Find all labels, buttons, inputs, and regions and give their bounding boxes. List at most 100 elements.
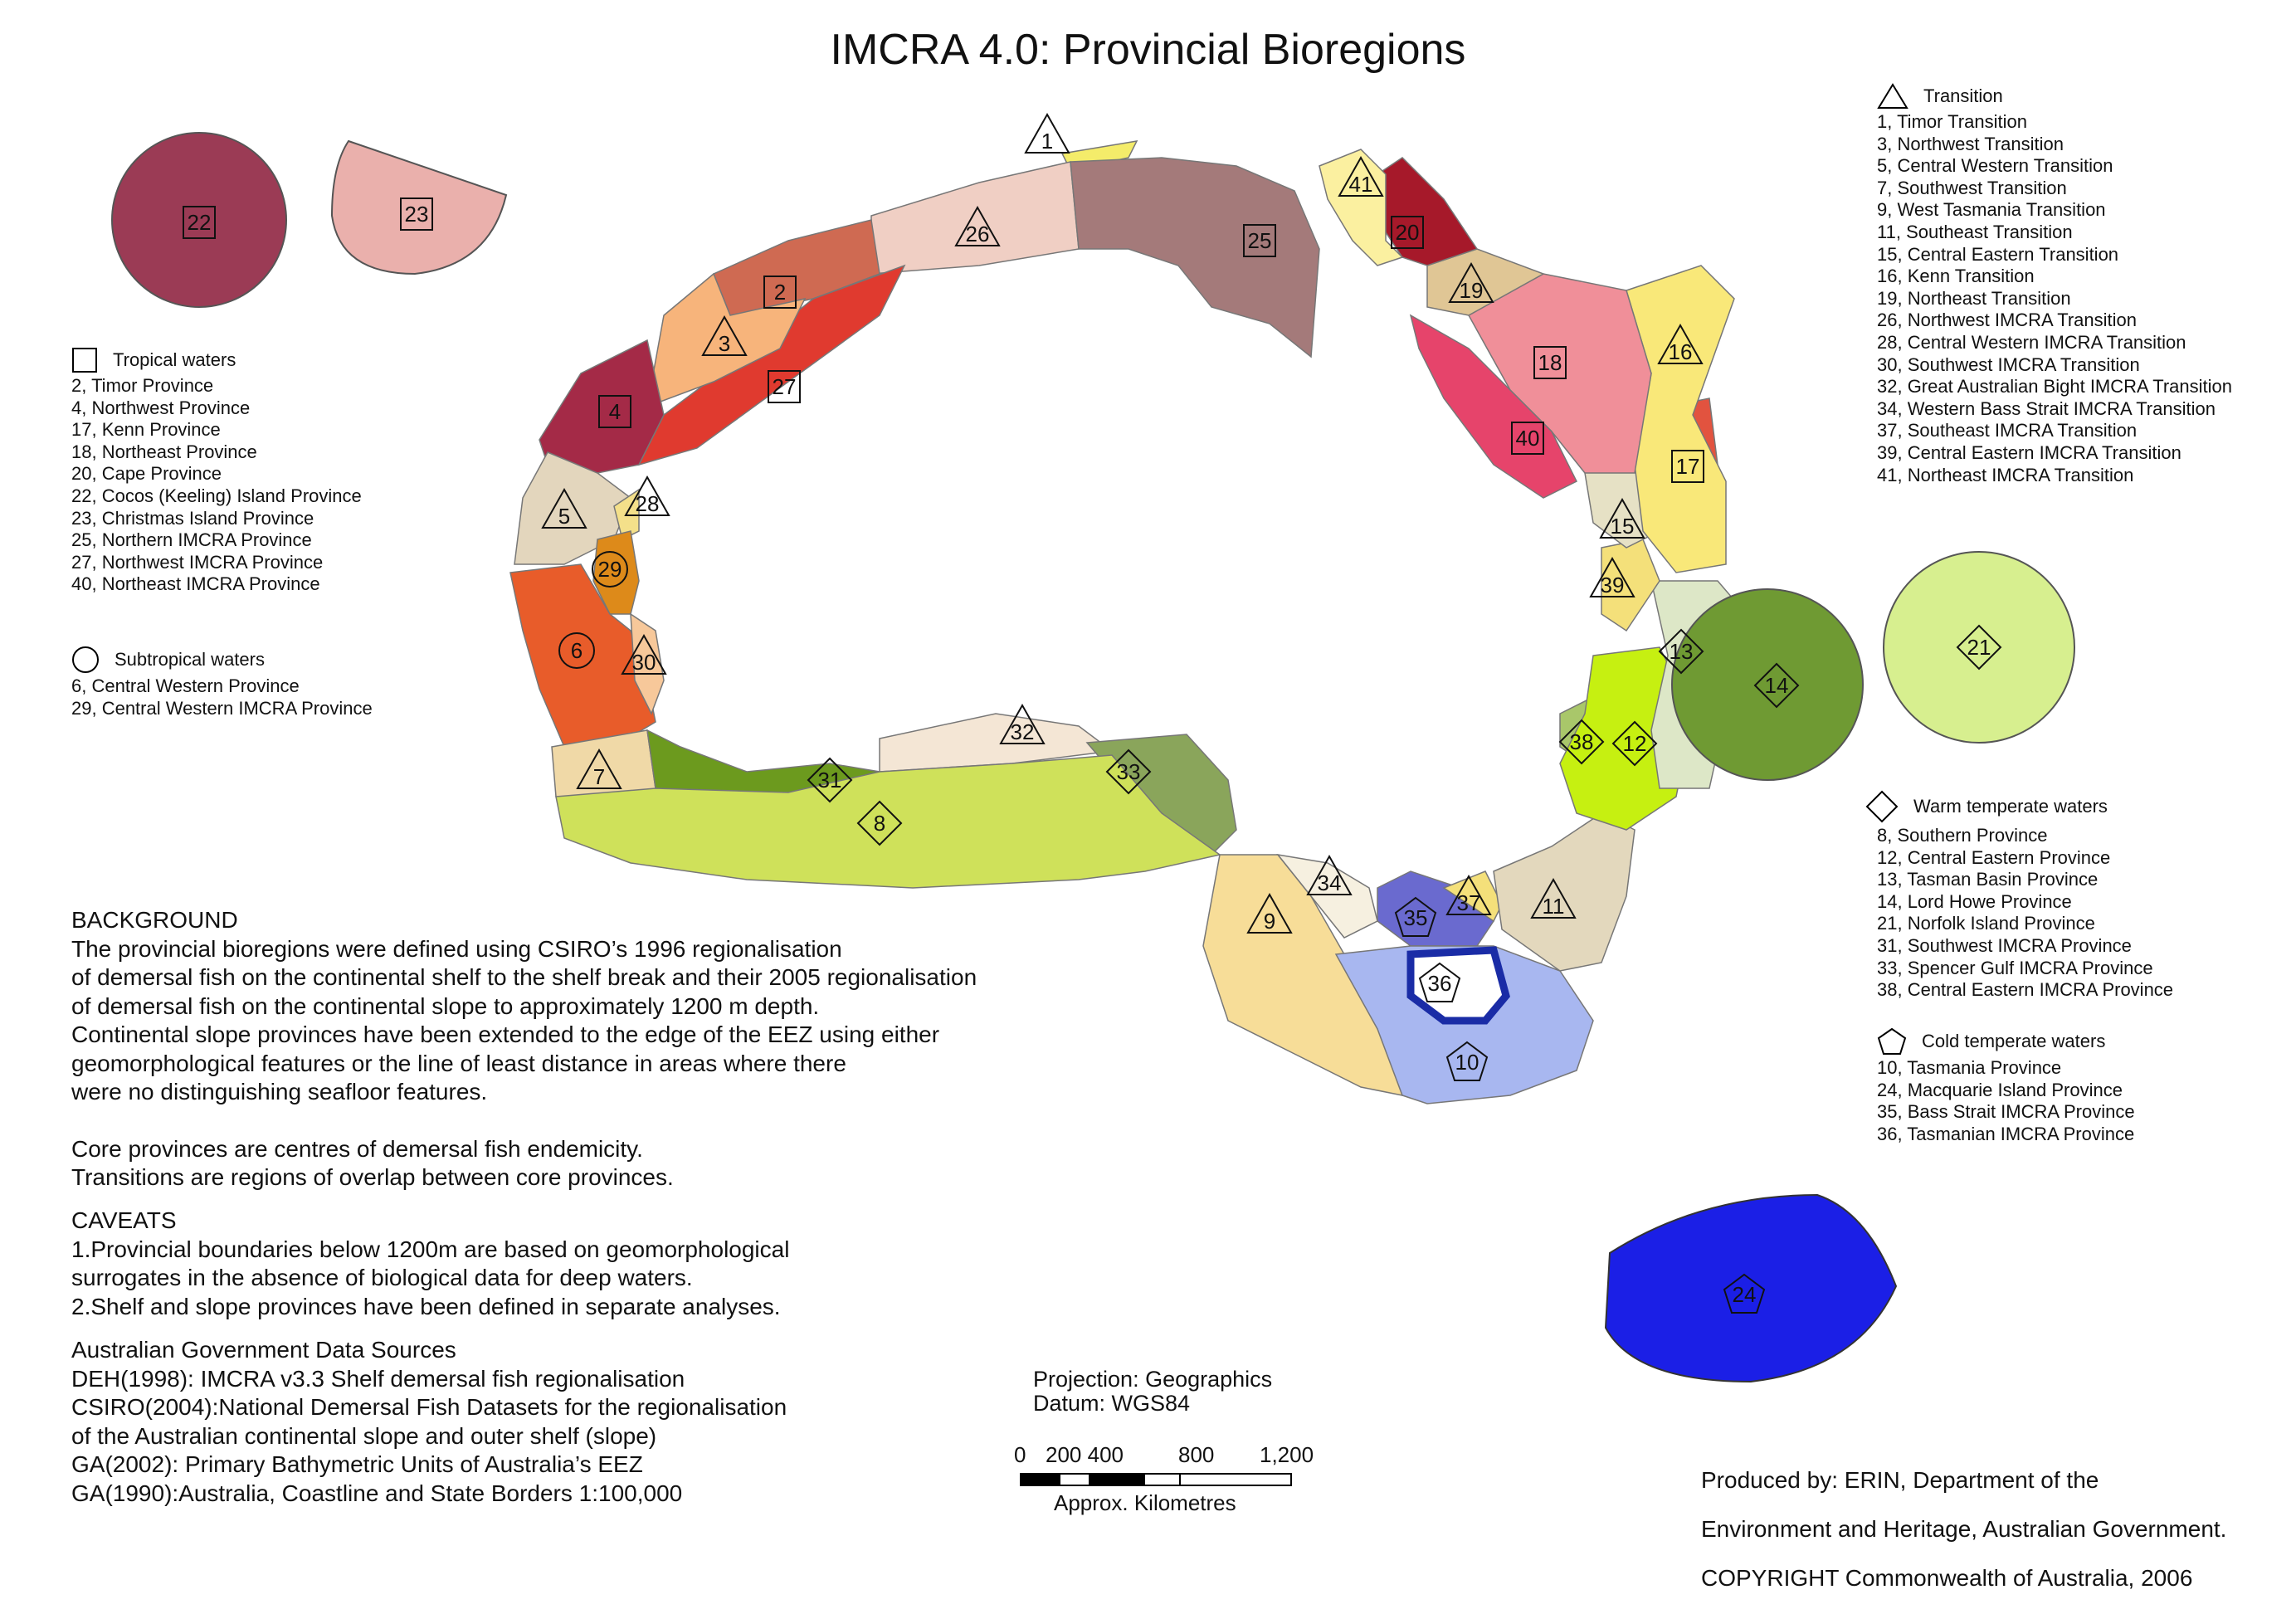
region-marker-27: 27 (768, 370, 801, 403)
region-number-label: 15 (1611, 514, 1635, 539)
region-marker-13: 13 (1658, 628, 1704, 675)
legend-item: 4, Northwest Province (71, 397, 251, 418)
datum-line: Datum: WGS84 (1033, 1391, 1191, 1416)
region-number-label: 17 (1676, 454, 1700, 479)
region-marker-34: 34 (1306, 854, 1353, 895)
region-number-label: 12 (1623, 731, 1647, 756)
region-number-label: 36 (1428, 971, 1452, 996)
region-marker-15: 15 (1599, 497, 1645, 539)
region-22-cocos (111, 132, 287, 308)
region-number-label: 14 (1765, 673, 1789, 698)
region-number-label: 38 (1570, 729, 1594, 754)
region-number-label: 23 (405, 202, 429, 227)
region-number-label: 35 (1404, 905, 1428, 930)
legend-item: 21, Norfolk Island Province (1877, 913, 2095, 934)
legend-item: 10, Tasmania Province (1877, 1057, 2062, 1078)
source-line: of the Australian continental slope and … (71, 1422, 657, 1449)
region-number-label: 22 (188, 210, 212, 235)
legend-item: 1, Timor Transition (1877, 111, 2027, 132)
region-marker-7: 7 (576, 748, 622, 789)
region-marker-25: 25 (1243, 224, 1276, 257)
source-line: GA(2002): Primary Bathymetric Units of A… (71, 1451, 643, 1477)
legend-item: 32, Great Australian Bight IMCRA Transit… (1877, 376, 2232, 397)
region-number-label: 28 (636, 491, 660, 516)
legend-header: Cold temperate waters (1922, 1030, 2106, 1051)
legend-item: 35, Bass Strait IMCRA Province (1877, 1101, 2135, 1123)
background-line: geomorphological features or the line of… (71, 1050, 846, 1076)
region-11-southeast-transition (1493, 812, 1635, 972)
source-line: CSIRO(2004):National Demersal Fish Datas… (71, 1394, 787, 1420)
region-marker-39: 39 (1589, 556, 1635, 597)
legend-list: 8, Southern Province 12, Central Eastern … (1877, 825, 2173, 1002)
pentagon-icon (1877, 1027, 1907, 1055)
source-line: GA(1990):Australia, Coastline and State … (71, 1480, 683, 1506)
background-line: The provincial bioregions were defined u… (71, 935, 842, 962)
region-number-label: 7 (593, 764, 605, 789)
region-number-label: 9 (1264, 909, 1275, 934)
region-marker-5: 5 (541, 487, 587, 529)
region-number-label: 26 (966, 222, 990, 246)
region-number-label: 31 (818, 768, 842, 792)
region-number-label: 30 (632, 650, 656, 675)
scale-tick-800: 800 (1178, 1442, 1215, 1467)
legend-item: 31, Southwest IMCRA Province (1877, 934, 2132, 956)
legend-item: 6, Central Western Province (71, 675, 300, 696)
map-title: IMCRA 4.0: Provincial Bioregions (830, 26, 1466, 74)
projection-line: Projection: Geographics (1033, 1367, 1273, 1392)
legend-item: 34, Western Bass Strait IMCRA Transition (1877, 397, 2216, 419)
region-marker-6: 6 (558, 632, 595, 669)
background-line: were no distinguishing seafloor features… (71, 1079, 488, 1104)
region-marker-11: 11 (1530, 877, 1577, 919)
region-marker-8: 8 (856, 800, 903, 846)
core-line: Transitions are regions of overlap betwe… (71, 1164, 674, 1190)
region-marker-35: 35 (1394, 896, 1437, 937)
region-21-norfolk (1883, 551, 2075, 744)
background-heading: BACKGROUND (71, 907, 238, 933)
region-marker-22: 22 (183, 206, 216, 239)
region-marker-14: 14 (1753, 662, 1800, 709)
legend-item: 38, Central Eastern IMCRA Province (1877, 979, 2174, 1001)
legend-item: 23, Christmas Island Province (71, 507, 314, 529)
region-number-label: 34 (1318, 870, 1342, 895)
region-number-label: 32 (1011, 719, 1035, 744)
caveat-line: 1.Provincial boundaries below 1200m are … (71, 1236, 790, 1262)
region-number-label: 5 (558, 504, 570, 529)
region-marker-29: 29 (592, 551, 628, 588)
legend-item: 40, Northeast IMCRA Province (71, 573, 320, 595)
region-marker-3: 3 (701, 315, 748, 356)
region-marker-36: 36 (1418, 962, 1461, 1002)
legend-item: 9, West Tasmania Transition (1877, 199, 2106, 221)
region-marker-41: 41 (1338, 155, 1384, 197)
legend-tropical: Tropical waters 2, Timor Province 4, Nort… (71, 347, 362, 596)
credit-block: Produced by: ERIN, Department of the Envi… (1701, 1444, 2226, 1614)
legend-item: 2, Timor Province (71, 375, 214, 396)
region-25-northern (1070, 157, 1320, 358)
region-number-label: 10 (1455, 1050, 1479, 1075)
region-10-tasmania (1334, 945, 1594, 1104)
region-marker-21: 21 (1956, 624, 2002, 670)
legend-item: 17, Kenn Province (71, 419, 221, 441)
region-number-label: 4 (609, 399, 621, 424)
region-number-label: 13 (1670, 639, 1694, 664)
legend-item: 27, Northwest IMCRA Province (71, 551, 324, 573)
region-marker-9: 9 (1246, 892, 1293, 934)
region-4-northwest-province (539, 339, 665, 474)
circle-icon (72, 646, 99, 673)
scale-tick-1200: 1,200 (1260, 1442, 1314, 1467)
region-number-label: 2 (774, 280, 786, 305)
region-30-sw-imcra-transition (630, 612, 665, 715)
legend-warm-temperate: Warm temperate waters 8, Southern Provin… (1865, 790, 2173, 1002)
legend-item: 22, Cocos (Keeling) Island Province (71, 485, 362, 506)
region-23-christmas (330, 139, 508, 276)
scale-unit: Approx. Kilometres (1054, 1490, 1236, 1515)
region-marker-18: 18 (1533, 346, 1567, 379)
legend-item: 8, Southern Province (1877, 825, 2048, 846)
region-35-bass-strait (1377, 870, 1494, 947)
region-number-label: 33 (1117, 759, 1141, 784)
region-marker-26: 26 (954, 205, 1001, 246)
legend-item: 36, Tasmanian IMCRA Province (1877, 1123, 2135, 1144)
region-marker-30: 30 (621, 633, 667, 675)
legend-item: 28, Central Western IMCRA Transition (1877, 331, 2186, 353)
credit-line: Environment and Heritage, Australian Gov… (1701, 1516, 2227, 1542)
caveats-heading: CAVEATS (71, 1207, 177, 1233)
